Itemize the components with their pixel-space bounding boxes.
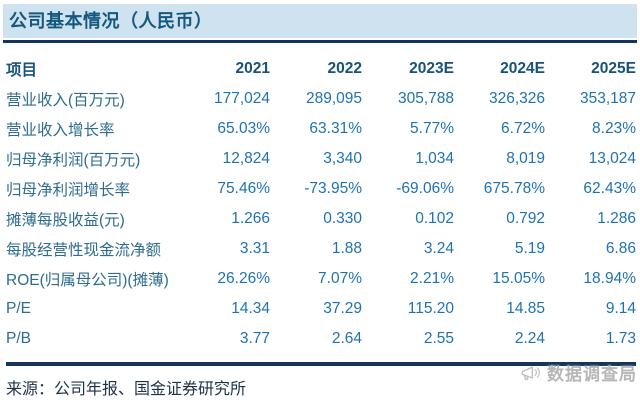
cell: 0.102 [415, 210, 454, 227]
cell: 37.29 [323, 300, 362, 317]
row-label: P/E [6, 300, 31, 317]
column-header-2021: 2021 [235, 60, 270, 77]
cell: 675.78% [483, 180, 545, 197]
cell: 2.24 [514, 330, 545, 347]
figure-title: 公司基本情况（人民币） [3, 4, 637, 38]
cell: 2.55 [423, 330, 454, 347]
table-row-ocf-per-share: 每股经营性现金流净额 3.31 1.88 3.24 5.19 6.86 [6, 234, 636, 264]
cell: 2.64 [331, 330, 362, 347]
cell: 65.03% [217, 120, 270, 137]
row-label: 每股经营性现金流净额 [6, 242, 162, 259]
row-label: 营业收入(百万元) [6, 92, 125, 109]
cell: 15.05% [492, 270, 545, 287]
cell: 3,340 [323, 150, 362, 167]
cell: 5.19 [514, 240, 545, 257]
cell: 6.86 [605, 240, 636, 257]
financial-table: 项目 2021 2022 2023E 2024E 2025E 营业收入(百万元)… [6, 54, 636, 366]
cell: -73.95% [304, 180, 362, 197]
report-table-figure: 公司基本情况（人民币） 项目 2021 2022 2023E 2024E 202… [0, 4, 640, 407]
row-label: 归母净利润增长率 [6, 182, 131, 199]
cell: 75.46% [217, 180, 270, 197]
cell: 1.73 [605, 330, 636, 347]
cell: 0.330 [323, 210, 362, 227]
cell: -69.06% [396, 180, 454, 197]
cell: 326,326 [488, 90, 545, 107]
row-label: ROE(归属母公司)(摊薄) [6, 272, 169, 289]
cell: 1.286 [597, 210, 636, 227]
table-header-row: 项目 2021 2022 2023E 2024E 2025E [6, 54, 636, 84]
table-row-revenue-growth: 营业收入增长率 65.03% 63.31% 5.77% 6.72% 8.23% [6, 114, 636, 144]
table-row-net-profit-growth: 归母净利润增长率 75.46% -73.95% -69.06% 675.78% … [6, 174, 636, 204]
cell: 1.266 [231, 210, 270, 227]
cell: 3.77 [239, 330, 270, 347]
cell: 18.94% [583, 270, 636, 287]
cell: 26.26% [217, 270, 270, 287]
column-header-2022: 2022 [327, 60, 362, 77]
table-row-pb: P/B 3.77 2.64 2.55 2.24 1.73 [6, 324, 636, 364]
cell: 62.43% [583, 180, 636, 197]
column-header-2024e: 2024E [500, 60, 545, 77]
cell: 2.21% [410, 270, 454, 287]
cell: 177,024 [213, 90, 270, 107]
row-label: 摊薄每股收益(元) [6, 212, 125, 229]
cell: 63.31% [309, 120, 362, 137]
table-row-revenue: 营业收入(百万元) 177,024 289,095 305,788 326,32… [6, 84, 636, 114]
cell: 353,187 [579, 90, 636, 107]
row-label: P/B [6, 330, 31, 347]
cell: 1.88 [331, 240, 362, 257]
cell: 305,788 [397, 90, 454, 107]
table-row-net-profit: 归母净利润(百万元) 12,824 3,340 1,034 8,019 13,0… [6, 144, 636, 174]
cell: 3.31 [239, 240, 270, 257]
source-note: 来源：公司年报、国金证券研究所 [6, 381, 247, 398]
cell: 5.77% [410, 120, 454, 137]
cell: 9.14 [605, 300, 636, 317]
cell: 6.72% [501, 120, 545, 137]
cell: 7.07% [318, 270, 362, 287]
cell: 3.24 [423, 240, 454, 257]
column-header-2025e: 2025E [591, 60, 636, 77]
cell: 14.34 [231, 300, 270, 317]
cell: 115.20 [407, 300, 454, 317]
cell: 12,824 [222, 150, 270, 167]
row-label: 营业收入增长率 [6, 122, 115, 139]
cell: 14.85 [506, 300, 545, 317]
table-row-diluted-eps: 摊薄每股收益(元) 1.266 0.330 0.102 0.792 1.286 [6, 204, 636, 234]
cell: 289,095 [305, 90, 362, 107]
table-row-pe: P/E 14.34 37.29 115.20 14.85 9.14 [6, 294, 636, 324]
row-label: 归母净利润(百万元) [6, 152, 141, 169]
cell: 13,024 [588, 150, 636, 167]
cell: 8.23% [592, 120, 636, 137]
cell: 0.792 [506, 210, 545, 227]
cell: 1,034 [415, 150, 454, 167]
column-header-2023e: 2023E [409, 60, 454, 77]
title-underline [3, 40, 637, 43]
table-row-roe: ROE(归属母公司)(摊薄) 26.26% 7.07% 2.21% 15.05%… [6, 264, 636, 294]
cell: 8,019 [506, 150, 545, 167]
column-header-item: 项目 [6, 62, 38, 79]
